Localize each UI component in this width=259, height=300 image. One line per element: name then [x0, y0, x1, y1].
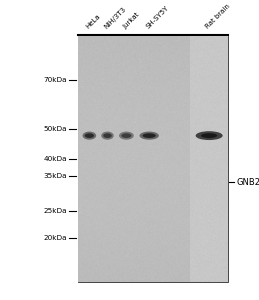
Text: Rat brain: Rat brain: [205, 3, 232, 30]
Bar: [190, 36, 228, 282]
Text: 20kDa: 20kDa: [44, 235, 67, 241]
Ellipse shape: [85, 133, 94, 138]
Text: SH-SY5Y: SH-SY5Y: [145, 5, 170, 30]
Ellipse shape: [140, 132, 159, 140]
Text: 70kDa: 70kDa: [44, 77, 67, 83]
Text: 40kDa: 40kDa: [44, 156, 67, 162]
Ellipse shape: [201, 133, 217, 138]
Text: 25kDa: 25kDa: [44, 208, 67, 214]
Ellipse shape: [101, 132, 114, 140]
Ellipse shape: [142, 133, 156, 138]
Text: GNB2: GNB2: [237, 178, 259, 187]
Text: 35kDa: 35kDa: [44, 173, 67, 179]
Ellipse shape: [103, 133, 112, 138]
Text: NIH/3T3: NIH/3T3: [103, 6, 127, 30]
Ellipse shape: [119, 132, 134, 140]
Text: HeLa: HeLa: [85, 13, 102, 30]
Text: 50kDa: 50kDa: [44, 127, 67, 133]
Ellipse shape: [83, 132, 96, 140]
Ellipse shape: [196, 131, 223, 140]
Text: Jurkat: Jurkat: [122, 11, 141, 30]
Ellipse shape: [121, 133, 131, 138]
Bar: [78, 36, 190, 282]
